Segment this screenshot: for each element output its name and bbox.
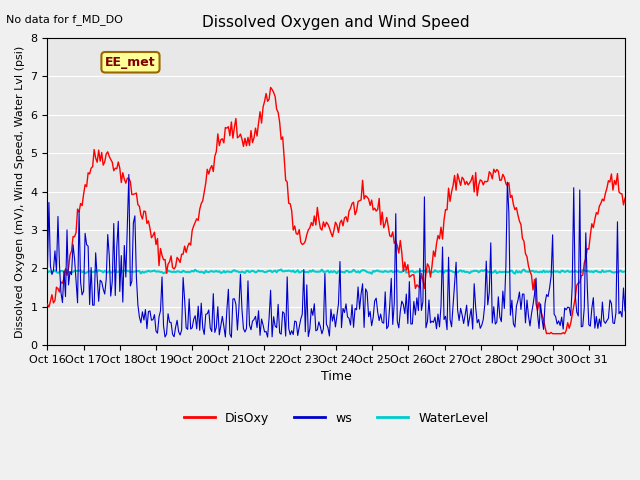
Text: No data for f_MD_DO: No data for f_MD_DO (6, 14, 124, 25)
X-axis label: Time: Time (321, 371, 351, 384)
Legend: DisOxy, ws, WaterLevel: DisOxy, ws, WaterLevel (179, 407, 493, 430)
Title: Dissolved Oxygen and Wind Speed: Dissolved Oxygen and Wind Speed (202, 15, 470, 30)
Text: EE_met: EE_met (105, 56, 156, 69)
Y-axis label: Dissolved Oxygen (mV), Wind Speed, Water Lvl (psi): Dissolved Oxygen (mV), Wind Speed, Water… (15, 46, 25, 338)
